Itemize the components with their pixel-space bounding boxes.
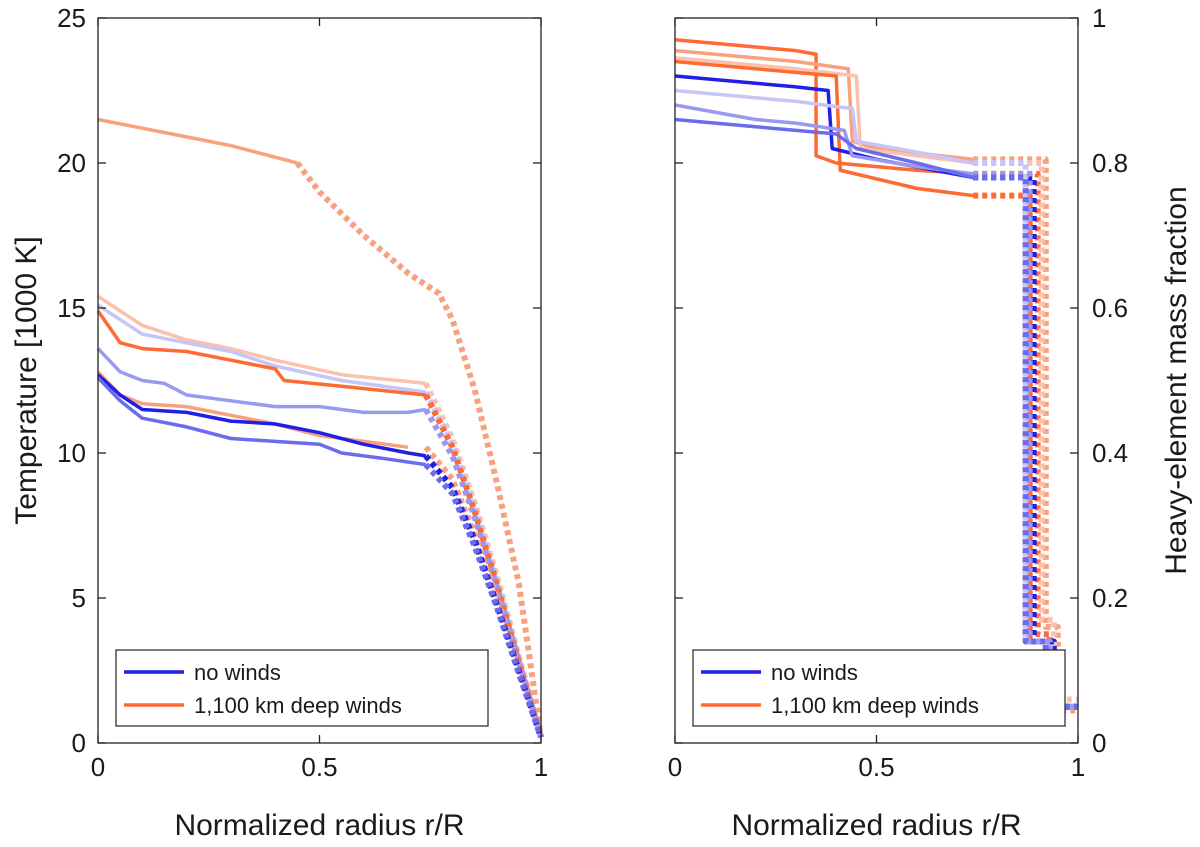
series-7-line: [96, 373, 427, 458]
y-tick-label: 10: [57, 438, 86, 468]
series-2-line: [674, 48, 974, 162]
legend: no winds 1,100 km deep winds: [115, 649, 489, 727]
x-tick-label: 0: [668, 752, 682, 782]
x-tick-label: 0.5: [301, 752, 337, 782]
y-axis-label: Heavy-element mass fraction: [1160, 186, 1193, 574]
series-1-outer-line: [294, 161, 544, 738]
series-6-line: [674, 88, 974, 165]
x-tick-label: 0: [91, 752, 105, 782]
y-tick-label: 1: [1092, 3, 1106, 33]
series-8-outer-line: [423, 462, 544, 739]
series-7-outer-line: [423, 453, 544, 739]
x-axis-label: Normalized radius r/R: [731, 809, 1021, 842]
x-tick-label: 0.5: [858, 752, 894, 782]
y-tick-label: 0.2: [1092, 583, 1128, 613]
legend-label-1: no winds: [771, 660, 858, 685]
series-1-line: [97, 117, 298, 165]
series-3-line: [97, 303, 427, 394]
y-tick-label: 0: [72, 728, 86, 758]
series-8-line: [96, 376, 427, 467]
y-tick-label: 0.4: [1092, 438, 1128, 468]
legend-label-1: no winds: [194, 660, 281, 685]
legend-label-2: 1,100 km deep winds: [771, 693, 979, 718]
x-axis-label: Normalized radius r/R: [174, 809, 464, 842]
legend-label-2: 1,100 km deep winds: [194, 693, 402, 718]
plot-frame: [97, 17, 542, 744]
x-tick-label: 1: [534, 752, 548, 782]
y-tick-label: 20: [57, 148, 86, 178]
x-tick-label: 1: [1071, 752, 1085, 782]
series-2-line: [97, 294, 426, 386]
legend-box: [115, 649, 489, 727]
y-tick-label: 25: [57, 3, 86, 33]
series-8-line: [674, 117, 974, 180]
series-group: [674, 38, 1078, 714]
series-group: [96, 117, 544, 739]
series-4-line: [96, 309, 426, 397]
y-tick-label: 0.8: [1092, 148, 1128, 178]
y-tick-label: 0: [1092, 728, 1106, 758]
series-4-outer-line: [423, 393, 544, 739]
series-5-line: [96, 347, 427, 415]
series-7-line: [674, 103, 974, 176]
series-3-line: [674, 56, 974, 165]
legend: no winds 1,100 km deep winds: [692, 649, 1066, 727]
series-5-outer-line: [423, 408, 544, 739]
legend-box: [692, 649, 1066, 727]
plot-frame: [674, 17, 1079, 744]
y-tick-label: 0.6: [1092, 293, 1128, 323]
y-tick-label: 15: [57, 293, 86, 323]
y-axis-label: Temperature [1000 K]: [10, 236, 43, 525]
series-4-line: [674, 59, 974, 198]
y-tick-label: 5: [72, 583, 86, 613]
